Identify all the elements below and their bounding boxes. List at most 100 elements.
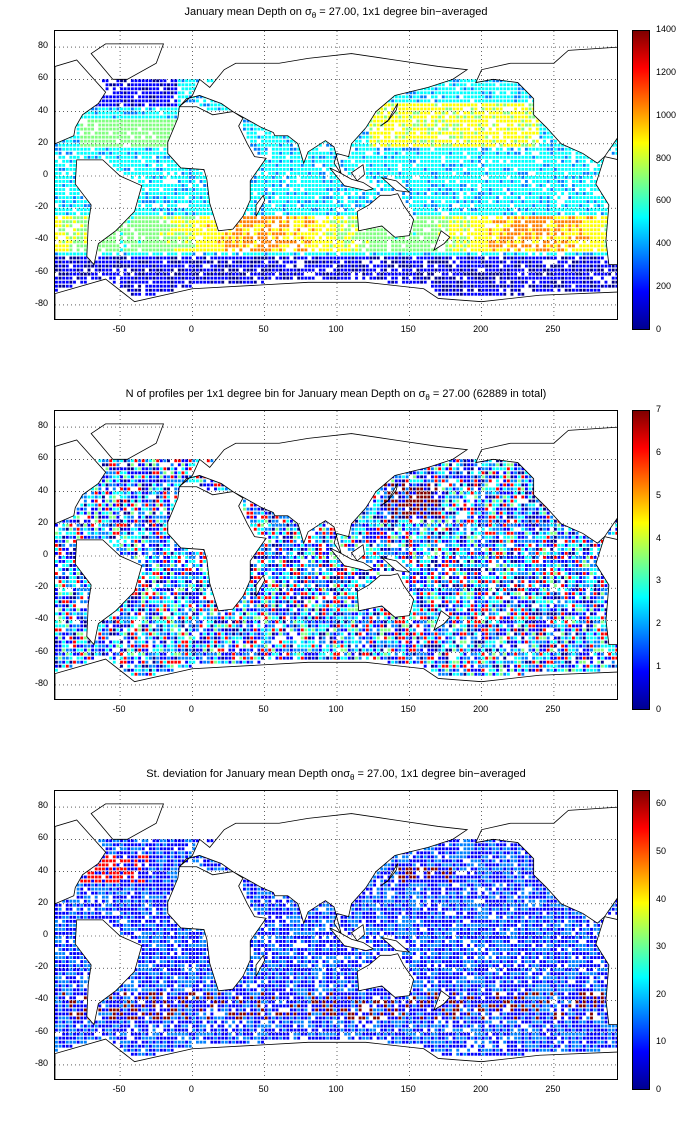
data-bin [120,224,123,228]
data-bin [112,232,116,236]
data-bin [109,252,113,256]
data-bin [394,280,398,284]
data-bin [170,176,174,179]
data-bin [467,280,471,284]
data-bin [445,224,449,228]
data-bin [586,163,590,167]
data-bin [322,163,326,167]
data-bin [590,171,593,175]
data-bin [257,127,261,131]
data-bin [600,224,604,228]
data-bin [109,268,113,272]
data-bin [546,212,550,216]
data-bin [452,244,456,248]
data-bin [590,248,593,252]
data-bin [127,260,131,264]
data-bin [398,244,402,248]
data-bin [91,123,95,127]
data-bin [326,252,330,256]
data-bin [130,147,134,151]
data-bin [279,204,283,208]
data-bin [221,244,225,248]
data-bin [141,139,145,143]
data-bin [308,176,311,179]
data-bin [358,147,362,151]
data-bin [445,272,449,276]
data-bin [253,228,257,232]
data-bin [456,212,460,216]
data-bin [431,180,434,183]
data-bin [152,151,156,155]
data-bin [427,252,431,256]
data-bin [290,155,293,159]
data-bin [481,200,485,204]
data-bin [159,151,163,155]
data-bin [264,264,268,268]
data-bin [456,244,460,248]
data-bin [434,216,438,220]
data-bin [463,256,467,260]
data-bin [221,268,225,272]
data-bin [470,147,474,151]
data-bin [506,200,510,204]
data-bin [206,236,210,240]
data-bin [546,272,550,276]
data-bin [373,171,377,175]
data-bin [109,107,113,111]
data-bin [91,119,95,123]
data-bin [87,119,91,123]
data-bin [177,224,181,228]
data-bin [98,119,102,123]
data-bin [105,155,109,159]
data-bin [120,147,123,151]
data-bin [539,208,543,212]
data-bin [506,188,510,191]
data-bin [517,288,521,292]
data-bin [369,171,373,175]
data-bin [177,248,181,252]
data-bin [481,107,485,111]
data-bin [318,200,322,204]
data-bin [217,232,221,236]
data-bin [141,232,145,236]
data-bin [503,151,507,155]
data-bin [282,248,286,252]
data-bin [528,228,532,232]
data-bin [271,268,275,272]
data-bin [159,276,163,280]
data-bin [156,252,160,256]
data-bin [112,119,116,123]
data-bin [481,280,485,284]
data-bin [246,252,250,256]
data-bin [65,196,69,199]
data-bin [239,272,243,276]
data-bin [528,159,532,163]
data-bin [127,111,131,115]
data-bin [427,212,431,216]
data-bin [470,252,474,256]
data-bin [412,276,416,280]
data-bin [441,268,445,272]
data-bin [351,163,355,167]
data-bin [167,184,170,187]
data-bin [112,143,116,147]
data-bin [55,163,58,167]
data-bin [553,155,557,159]
data-bin [478,123,481,127]
data-bin [145,208,149,212]
data-bin [470,167,474,171]
data-bin [492,184,496,187]
data-bin [69,200,73,204]
data-bin [69,220,73,224]
data-bin [250,268,254,272]
data-bin [145,196,149,199]
data-bin [275,244,279,248]
data-bin [174,228,178,232]
data-bin [582,216,586,220]
data-bin [434,268,438,272]
data-bin [478,196,481,199]
data-bin [492,192,496,195]
data-bin [492,123,496,127]
data-bin [315,232,319,236]
data-bin [514,176,518,179]
